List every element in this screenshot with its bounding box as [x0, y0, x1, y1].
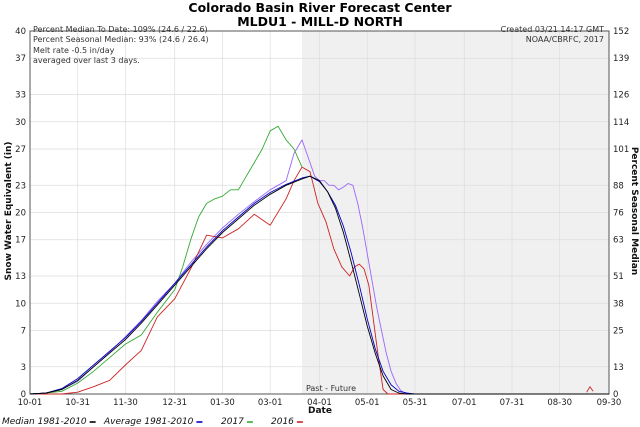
y2016-line	[30, 166, 609, 395]
created-timestamp: Created 03/21 14:17 GMT	[501, 25, 605, 34]
legend-item-label: 2017	[221, 417, 244, 427]
y-tick-label: 17	[15, 236, 26, 246]
y2-tick-label: 139	[613, 54, 629, 64]
legend: Median 1981-2010 Average 1981-2010 2017 201…	[2, 417, 303, 427]
x-tick-label: 08-30	[547, 398, 572, 408]
y2-axis-ticks: 0 13 25 38 51 63 76 88 101 114 126 139 152	[613, 27, 629, 400]
percent-seasonal-median: Percent Seasonal Median: 93% (24.6 / 26.…	[33, 35, 209, 44]
y-tick-label: 30	[15, 118, 26, 128]
y2-tick-label: 63	[613, 236, 624, 246]
chart-title: Colorado Basin River Forecast Center	[188, 0, 452, 15]
legend-item-label: Median 1981-2010	[2, 417, 87, 427]
y-tick-label: 33	[15, 91, 26, 101]
y-tick-label: 37	[15, 54, 26, 64]
median-line	[29, 175, 609, 395]
y2-tick-label: 114	[613, 118, 629, 128]
info-left: Percent Median To Date: 109% (24.6 / 22.…	[33, 25, 209, 65]
y2-tick-label: 0	[613, 390, 618, 400]
y2-axis-label: Percent Seasonal Median	[629, 147, 639, 275]
y2-tick-label: 76	[613, 209, 624, 219]
y-axis-label: Snow Water Equivalent (in)	[4, 142, 14, 281]
x-axis-ticks: 10-01 10-31 11-30 12-31 01-30 03-01 04-01 05-01…	[18, 398, 622, 408]
y-tick-label: 7	[21, 326, 26, 336]
melt-rate-note: averaged over last 3 days.	[33, 56, 140, 65]
x-tick-label: 12-31	[162, 398, 187, 408]
plot-frame	[29, 30, 610, 395]
x-tick-label: 10-01	[18, 398, 43, 408]
melt-rate: Melt rate -0.5 in/day	[33, 46, 115, 55]
x-tick-label: 11-30	[113, 398, 138, 408]
y-tick-label: 40	[15, 27, 26, 37]
y2-tick-label: 51	[613, 272, 624, 282]
y-tick-label: 23	[15, 181, 26, 191]
y2-tick-label: 152	[613, 27, 629, 37]
x-tick-label: 03-01	[258, 398, 283, 408]
legend-item-label: 2016	[271, 417, 294, 427]
y-tick-label: 3	[21, 363, 26, 373]
past-future-label: Past - Future	[306, 384, 356, 393]
average-line	[29, 175, 609, 395]
x-tick-label: 07-31	[500, 398, 525, 408]
y-tick-label: 27	[15, 145, 26, 155]
y2016-tail-marks	[586, 386, 594, 393]
series-lines	[29, 125, 609, 395]
credit-line: NOAA/CBRFC, 2017	[526, 35, 604, 44]
x-tick-label: 09-30	[597, 398, 622, 408]
y-tick-label: 0	[21, 390, 26, 400]
x-tick-label: 05-31	[403, 398, 428, 408]
y-tick-label: 13	[15, 272, 26, 282]
grid	[29, 30, 610, 395]
y-tick-label: 20	[15, 209, 26, 219]
y2-tick-label: 126	[613, 91, 629, 101]
y2-tick-label: 13	[613, 363, 624, 373]
y2-tick-label: 38	[613, 299, 624, 309]
legend-item-label: Average 1981-2010	[103, 417, 194, 427]
x-tick-label: 10-31	[65, 398, 90, 408]
x-tick-label: 05-01	[355, 398, 380, 408]
x-tick-label: 07-01	[452, 398, 477, 408]
y2-tick-label: 101	[613, 145, 629, 155]
x-tick-label: 04-01	[307, 398, 332, 408]
info-right: Created 03/21 14:17 GMT NOAA/CBRFC, 2017	[501, 25, 605, 44]
chart-subtitle: MLDU1 - MILL-D NORTH	[237, 14, 403, 29]
y-tick-label: 10	[15, 299, 26, 309]
x-axis-label: Date	[308, 406, 332, 416]
y2-tick-label: 25	[613, 326, 624, 336]
y2017-line	[29, 125, 303, 395]
percent-median-to-date: Percent Median To Date: 109% (24.6 / 22.…	[33, 25, 208, 34]
x-tick-label: 01-30	[210, 398, 235, 408]
y2-tick-label: 88	[613, 181, 624, 191]
